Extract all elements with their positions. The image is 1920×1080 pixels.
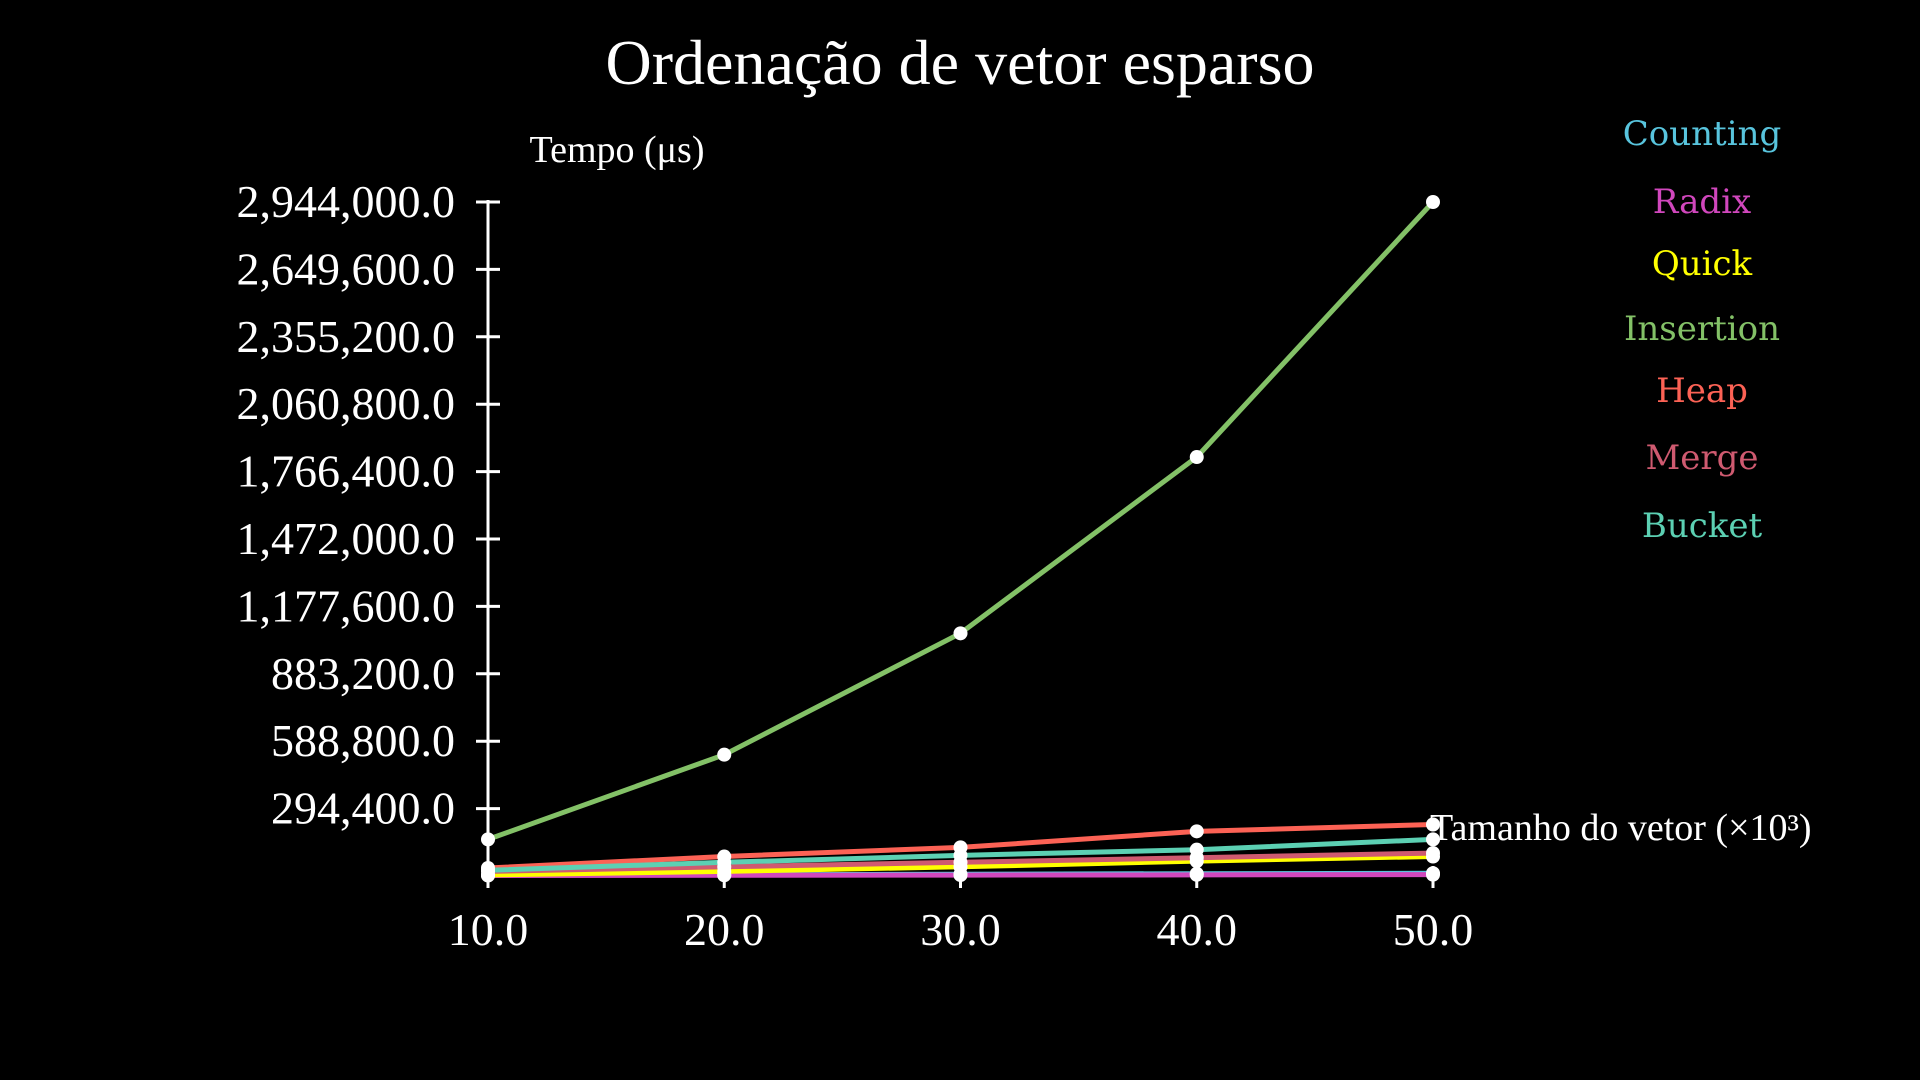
x-tick-label: 20.0 xyxy=(684,904,765,955)
legend-item-insertion: Insertion xyxy=(1624,309,1780,349)
legend-item-quick: Quick xyxy=(1652,244,1753,284)
data-point-radix xyxy=(1426,867,1440,882)
data-point-insertion xyxy=(1189,450,1204,465)
y-tick-label: 2,649,600.0 xyxy=(237,243,456,294)
x-axis-label: Tamanho do vetor (×10³) xyxy=(1430,807,1812,849)
legend-item-merge: Merge xyxy=(1645,438,1758,478)
chart-title: Ordenação de vetor esparso xyxy=(606,27,1315,98)
legend: Counting Radix Quick Insertion Heap Merge Buck… xyxy=(1623,114,1781,546)
data-point-bucket xyxy=(481,863,495,878)
y-axis-label: Tempo (μs) xyxy=(530,129,705,171)
x-tick-label: 10.0 xyxy=(448,904,529,955)
y-tick-label: 294,400.0 xyxy=(271,783,455,834)
data-point-bucket xyxy=(1189,842,1204,857)
legend-item-radix: Radix xyxy=(1653,182,1751,222)
data-point-insertion xyxy=(717,747,732,762)
data-point-radix xyxy=(1189,867,1204,882)
series-line-insertion xyxy=(485,199,1436,842)
y-tick-label: 2,060,800.0 xyxy=(237,378,456,429)
data-point-insertion xyxy=(481,832,495,847)
x-tick-label: 40.0 xyxy=(1157,904,1238,955)
data-point-bucket xyxy=(953,848,968,863)
y-tick-label: 2,355,200.0 xyxy=(237,311,456,362)
series-points xyxy=(481,195,1440,883)
y-axis-ticks: 294,400.0 588,800.0 883,200.0 1,177,600.0 1,… xyxy=(237,176,500,834)
legend-item-heap: Heap xyxy=(1656,371,1748,411)
y-tick-label: 588,800.0 xyxy=(271,715,455,766)
legend-item-counting: Counting xyxy=(1623,114,1781,154)
data-point-heap xyxy=(1426,817,1440,832)
y-tick-label: 1,177,600.0 xyxy=(237,580,456,631)
y-tick-label: 2,944,000.0 xyxy=(237,176,456,227)
data-point-heap xyxy=(1189,824,1204,839)
data-point-merge xyxy=(1426,846,1440,861)
y-tick-label: 883,200.0 xyxy=(271,648,455,699)
data-point-bucket xyxy=(717,855,732,870)
series-lines xyxy=(485,199,1436,878)
x-axis-ticks: 10.0 20.0 30.0 40.0 50.0 xyxy=(448,866,1474,955)
data-point-insertion xyxy=(1426,195,1440,209)
x-tick-label: 50.0 xyxy=(1393,904,1474,955)
legend-item-bucket: Bucket xyxy=(1642,506,1763,546)
data-point-bucket xyxy=(1426,832,1440,847)
y-tick-label: 1,766,400.0 xyxy=(237,446,456,497)
x-tick-label: 30.0 xyxy=(920,904,1001,955)
data-point-insertion xyxy=(953,626,968,641)
y-tick-label: 1,472,000.0 xyxy=(237,513,456,564)
